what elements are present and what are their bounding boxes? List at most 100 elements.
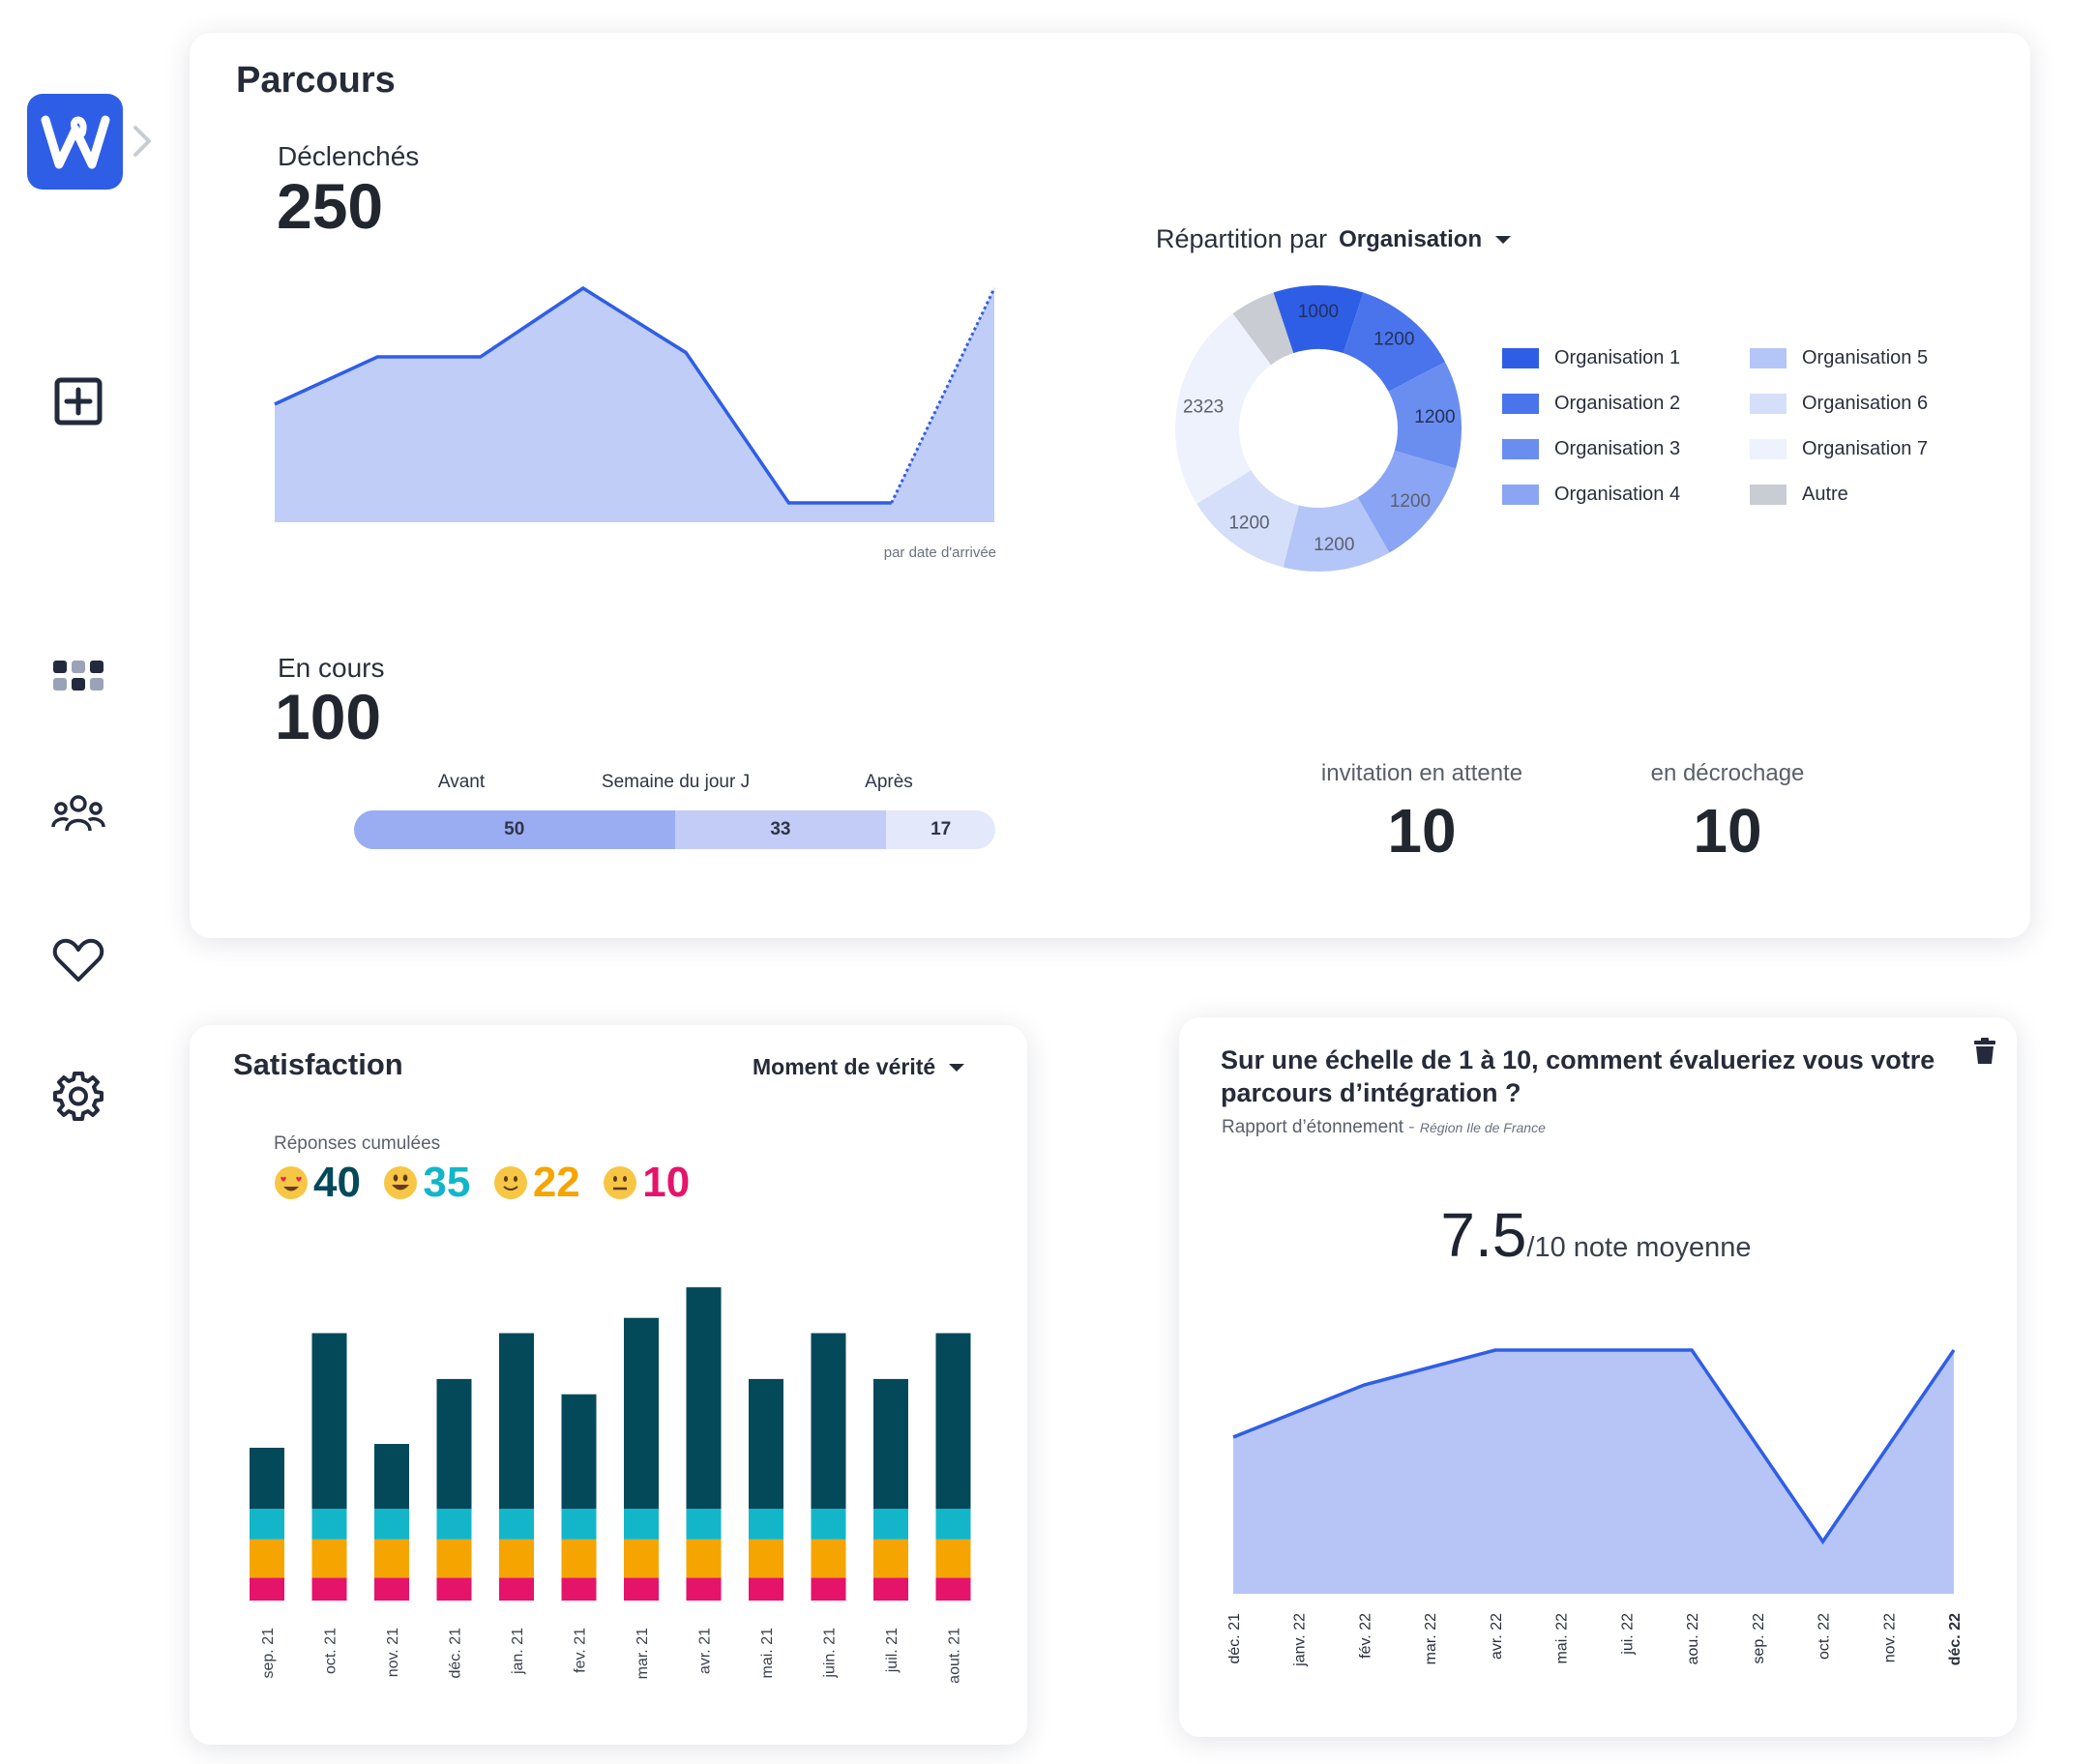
bar-segment[interactable] [436,1509,472,1540]
bar-segment[interactable] [749,1539,783,1578]
bar-segment[interactable] [935,1577,971,1601]
bar-segment[interactable] [873,1577,908,1601]
distribution-dropdown[interactable]: Répartition par Organisation [1156,224,1512,254]
moment-select-value: Moment de vérité [753,1054,936,1079]
donut-slice[interactable] [1357,450,1457,553]
bar-segment[interactable] [749,1509,783,1540]
sidebar-item-add[interactable] [46,369,110,433]
bar-category-label: fev. 21 [573,1628,589,1673]
onboarding-progress-bar: 50 33 17 [354,810,995,849]
trash-icon[interactable] [1973,1038,1996,1065]
bar-segment[interactable] [873,1378,908,1510]
bar-category-label: avr. 21 [697,1628,714,1674]
bar-segment[interactable] [499,1333,534,1510]
bar-segment[interactable] [561,1509,597,1540]
legend-label: Organisation 2 [1554,393,1681,414]
donut-slice[interactable] [1273,285,1364,354]
bar-segment[interactable] [561,1577,597,1601]
legend-label: Organisation 6 [1802,393,1929,414]
bar-segment[interactable] [624,1539,659,1578]
donut-slice[interactable] [1196,470,1299,568]
bar-segment[interactable] [811,1539,846,1578]
donut-slice[interactable] [1283,497,1390,572]
bar-segment[interactable] [686,1539,722,1578]
sidebar-item-settings[interactable] [46,1064,110,1128]
sidebar-item-apps[interactable] [46,644,110,708]
legend-item[interactable]: Organisation 1 [1502,347,1680,369]
bar-segment[interactable] [624,1317,659,1510]
bar-segment[interactable] [311,1539,347,1578]
legend-swatch [1750,485,1787,505]
bar-segment[interactable] [935,1333,971,1510]
rating-area-line [1232,1348,1956,1545]
bar-category-label: juil. 21 [884,1628,901,1673]
satisfaction-title: Satisfaction [233,1047,403,1081]
bar-segment[interactable] [436,1539,472,1578]
bar-segment[interactable] [749,1577,783,1601]
bar-segment[interactable] [436,1577,472,1601]
bar-segment[interactable] [311,1333,347,1510]
bar-segment[interactable] [250,1577,284,1601]
bar-segment[interactable] [499,1509,534,1540]
area-fill [275,288,994,522]
app-logo[interactable] [27,94,123,190]
dropout-label: en décrochage [1650,760,1805,786]
donut-slice[interactable] [1232,292,1294,366]
bar-segment[interactable] [250,1509,284,1540]
bar-segment[interactable] [374,1539,409,1578]
distribution-label: Répartition par [1156,224,1328,253]
moment-select[interactable]: Moment de vérité [753,1054,965,1080]
bar-segment[interactable] [686,1287,722,1510]
triggered-label: Déclenchés [278,141,420,171]
bar-segment[interactable] [561,1539,597,1578]
donut-slice[interactable] [1388,362,1462,469]
logo-w-icon [41,115,109,168]
rating-category-label: nov. 22 [1881,1613,1898,1662]
bar-category-label: juin. 21 [822,1628,839,1679]
bar-segment[interactable] [873,1509,908,1540]
rating-category-label: mai. 22 [1554,1613,1571,1664]
legend-swatch [1750,348,1787,368]
chevron-right-icon[interactable] [132,124,153,159]
bar-segment[interactable] [624,1509,659,1540]
bar-segment[interactable] [873,1539,908,1578]
organisation-legend: Organisation 1 Organisation 2 Organisation… [1502,347,1966,521]
sidebar-item-people[interactable] [46,782,110,846]
rating-area-fill [1233,1350,1954,1594]
legend-item[interactable]: Organisation 2 [1502,393,1680,415]
bar-segment[interactable] [686,1577,722,1601]
heart-icon [52,938,104,982]
bar-segment[interactable] [250,1539,284,1578]
count-happy: 35 [423,1159,471,1206]
bar-segment[interactable] [811,1577,846,1601]
bar-segment[interactable] [436,1378,472,1510]
bar-segment[interactable] [374,1509,409,1540]
legend-item[interactable]: Organisation 4 [1502,484,1680,506]
bar-segment[interactable] [311,1509,347,1540]
bar-segment[interactable] [811,1509,846,1540]
bar-segment[interactable] [935,1539,971,1578]
legend-item[interactable]: Organisation 7 [1750,438,1928,460]
bar-segment[interactable] [624,1577,659,1601]
bar-segment[interactable] [499,1539,534,1578]
donut-slice[interactable] [1343,292,1446,392]
bar-segment[interactable] [561,1394,597,1510]
bar-category-label: oct. 21 [323,1628,340,1674]
bar-segment[interactable] [499,1577,534,1601]
rating-category-label: mar. 22 [1423,1613,1439,1664]
bar-segment[interactable] [935,1509,971,1540]
legend-item[interactable]: Organisation 6 [1750,393,1928,415]
bar-segment[interactable] [250,1448,284,1510]
bar-segment[interactable] [374,1444,409,1510]
bar-segment[interactable] [374,1577,409,1601]
bar-segment[interactable] [311,1577,347,1601]
sidebar-item-favorites[interactable] [46,928,110,992]
bar-segment[interactable] [811,1333,846,1510]
bar-segment[interactable] [749,1378,783,1510]
donut-slice[interactable] [1175,313,1272,504]
legend-item[interactable]: Organisation 5 [1750,347,1928,369]
bar-segment[interactable] [686,1509,722,1540]
rating-separator: - [1403,1117,1420,1137]
legend-item[interactable]: Autre [1750,484,1848,506]
legend-item[interactable]: Organisation 3 [1502,438,1680,460]
